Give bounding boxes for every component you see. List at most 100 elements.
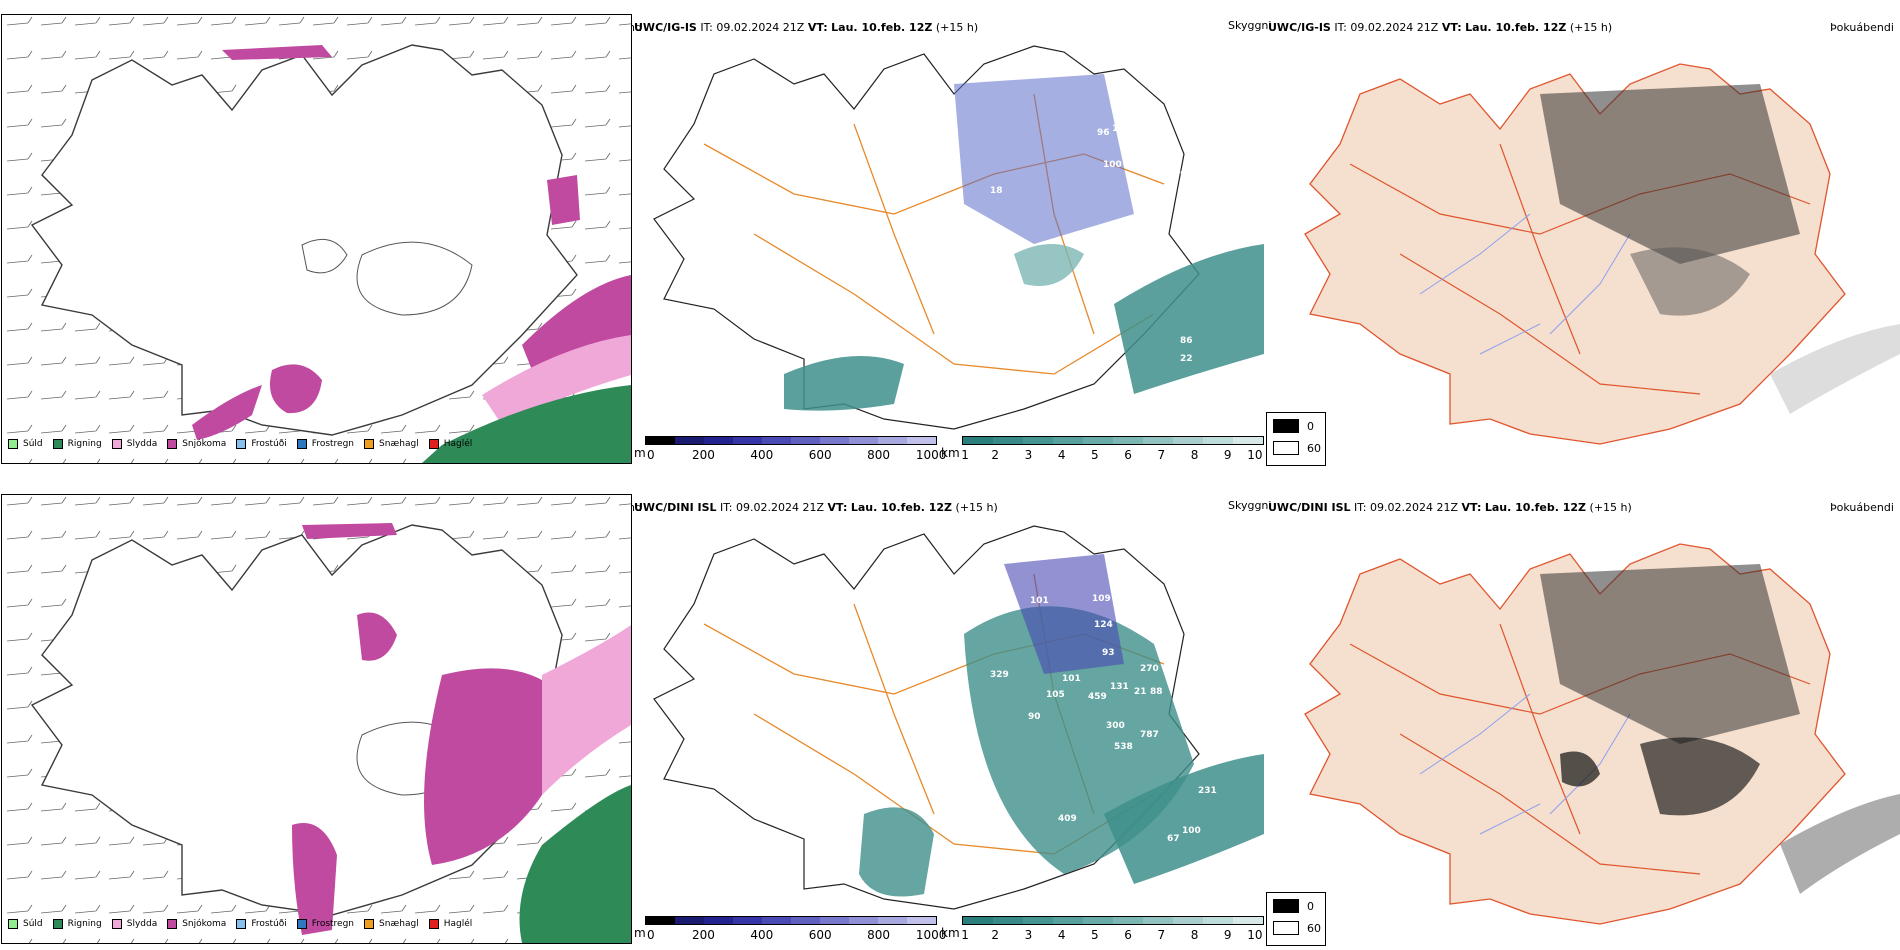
- fog-dark-ne: [1540, 564, 1800, 744]
- legend-item-rigning: Rigning: [52, 919, 102, 929]
- vis-label: 131: [1110, 682, 1129, 692]
- vis-label: 270: [1140, 664, 1159, 674]
- vis-label: 787: [1140, 730, 1159, 740]
- row2-vis-title: Skyggni: [1228, 499, 1272, 512]
- rivers-fog: [1419, 213, 1631, 355]
- legend-item-snaehagl: Snæhagl: [364, 439, 419, 449]
- row1-precip-svg: [2, 15, 631, 463]
- roads-vis: [703, 93, 1165, 375]
- vis-label: 101: [1062, 674, 1081, 684]
- row2-precip-svg: [2, 495, 631, 943]
- row1-vis-colorbar-m: 0 200 400 600 800 1000: [645, 436, 946, 462]
- legend-item-haglel: Haglél: [428, 439, 472, 449]
- row2-fog-legend: 0 60: [1266, 892, 1326, 946]
- legend-item-frostudi: Frostúði: [236, 919, 287, 929]
- snow-north: [302, 523, 397, 539]
- row2-vis-header: UWC/DINI ISL IT: 09.02.2024 21Z VT: Lau.…: [634, 501, 998, 514]
- row1-fog-svg: [1304, 63, 1900, 445]
- legend-item-sudd: Súld: [8, 439, 43, 449]
- glacier-outline-2: [301, 238, 348, 274]
- legend-item-slydda: Slydda: [111, 919, 157, 929]
- vis-label: 100: [1103, 160, 1122, 170]
- row2-vis-colorbar-m: 0 200 400 600 800 1000: [645, 916, 946, 942]
- legend-item-frostregn: Frostregn: [296, 439, 354, 449]
- legend-item-snjokoma: Snjókoma: [167, 439, 226, 449]
- row1-precip-map: [1, 14, 632, 464]
- row2-precip-legend: Súld Rigning Slydda Snjókoma Frostúði Fr…: [8, 919, 482, 929]
- vis-teal-sw: [784, 356, 904, 411]
- vis-label: 95: [1180, 170, 1193, 180]
- iceland-coast: [30, 44, 578, 436]
- vis-label: 131: [1112, 124, 1131, 134]
- sleet-band-se: [482, 335, 631, 425]
- row1-vis-unit-km: km: [941, 446, 960, 460]
- row1-fog-title: Þokuábendi: [1830, 21, 1894, 34]
- row1-vis-unit-m: m: [634, 446, 646, 460]
- fog-dark-mid: [1630, 247, 1750, 316]
- vis-label: 67: [1167, 834, 1180, 844]
- glacier-outline: [356, 241, 473, 316]
- rain-band-se: [422, 385, 631, 463]
- vis-label: 88: [1150, 687, 1163, 697]
- vis-label: 329: [990, 670, 1009, 680]
- iceland-coast-vis: [653, 45, 1200, 430]
- vis-label: 93: [1102, 648, 1115, 658]
- row2-vis-svg: [653, 525, 1264, 910]
- row1-vis-colorbar-km: 1 2 3 4 5 6 7 8 9 10: [961, 436, 1264, 462]
- snow-east: [547, 175, 580, 225]
- row2-precip-map: [1, 494, 632, 944]
- row1-fog-legend: 0 60: [1266, 412, 1326, 466]
- vis-low-ne: [1004, 554, 1124, 674]
- vis-label: 26: [1130, 241, 1143, 251]
- row2: UWC/DINI ISL IT: 09.02.2024 21Z VT: Lau.…: [0, 480, 1900, 950]
- snow-north: [222, 45, 332, 60]
- snow-sw-col: [292, 823, 337, 935]
- rivers-fog: [1419, 693, 1631, 835]
- row2-fog-header: UWC/DINI ISL IT: 09.02.2024 21Z VT: Lau.…: [1268, 501, 1632, 514]
- vis-label: 124: [1094, 620, 1113, 630]
- vis-label: 22: [1180, 354, 1193, 364]
- vis-label: 109: [1143, 622, 1162, 632]
- vis-teal-se: [1104, 754, 1264, 884]
- vis-label: 102: [944, 726, 963, 736]
- legend-item-sudd: Súld: [8, 919, 43, 929]
- vis-label: 90: [1028, 712, 1041, 722]
- vis-label: 172: [1060, 336, 1079, 346]
- vis-label: 70: [1192, 180, 1205, 190]
- fog-dark-mid: [1640, 737, 1760, 816]
- row1-vis-svg: [653, 45, 1264, 430]
- vis-low-ne: [954, 74, 1134, 244]
- vis-label: 109: [1092, 594, 1111, 604]
- legend-item-rigning: Rigning: [52, 439, 102, 449]
- vis-label: 21: [1134, 687, 1147, 697]
- row2-fog-svg: [1304, 543, 1900, 925]
- row1: UWC/IG-IS IT: 09.02.2024 21Z VT: Lau. 10…: [0, 0, 1900, 470]
- legend-item-slydda: Slydda: [111, 439, 157, 449]
- vis-teal-sw: [859, 807, 934, 897]
- vis-label: 300: [1106, 721, 1125, 731]
- rain-se: [519, 785, 631, 943]
- vis-teal-mid: [1014, 244, 1084, 286]
- fog-grey-se: [1780, 794, 1900, 894]
- vis-label: 409: [1058, 814, 1077, 824]
- row2-fog-title: Þokuábendi: [1830, 501, 1894, 514]
- vis-label: 105: [1046, 690, 1065, 700]
- legend-item-snjokoma: Snjókoma: [167, 919, 226, 929]
- row2-vis-colorbar-km: 1 2 3 4 5 6 7 8 9 10: [961, 916, 1264, 942]
- fog-dark-ne: [1540, 84, 1800, 264]
- row1-vis-title: Skyggni: [1228, 19, 1272, 32]
- row1-vis-header: UWC/IG-IS IT: 09.02.2024 21Z VT: Lau. 10…: [634, 21, 979, 34]
- vis-label: 100: [1182, 826, 1201, 836]
- legend-item-snaehagl: Snæhagl: [364, 919, 419, 929]
- fog-dark-west: [1560, 751, 1600, 787]
- legend-item-frostregn: Frostregn: [296, 919, 354, 929]
- vis-label: 538: [1114, 742, 1133, 752]
- vis-label: 86: [1180, 336, 1193, 346]
- vis-label: 459: [1088, 692, 1107, 702]
- row2-vis-unit-km: km: [941, 926, 960, 940]
- row1-fog-header: UWC/IG-IS IT: 09.02.2024 21Z VT: Lau. 10…: [1268, 21, 1613, 34]
- vis-teal-se: [1114, 244, 1264, 394]
- row1-precip-legend: Súld Rigning Slydda Snjókoma Frostúði Fr…: [8, 439, 482, 449]
- vis-label: 96: [1097, 128, 1110, 138]
- snow-mid: [357, 612, 397, 661]
